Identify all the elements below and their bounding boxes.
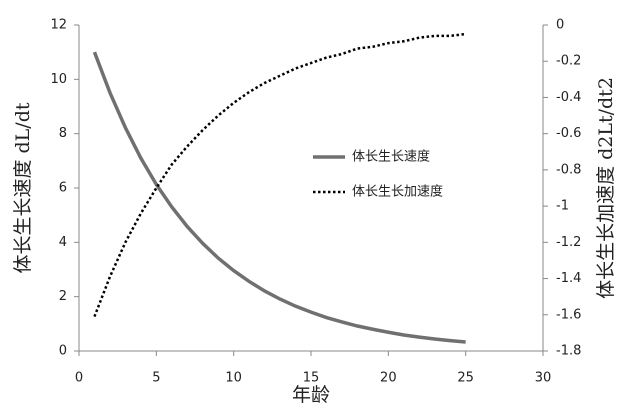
y2-tick-label: -0.4 [556, 90, 581, 105]
legend-label: 体长生长速度 [352, 149, 430, 165]
y-tick-label: 6 [59, 181, 67, 196]
y-tick-label: 8 [59, 126, 67, 141]
y2-tick-label: -1.6 [556, 307, 581, 322]
y2-tick-label: 0 [556, 18, 564, 33]
series-line [93, 32, 466, 318]
x-tick-label: 20 [380, 371, 397, 386]
x-tick-label: 25 [457, 371, 474, 386]
y-tick-label: 4 [59, 235, 67, 250]
series-line [92, 51, 466, 344]
y2-tick-label: -0.8 [556, 162, 581, 177]
y2-axis-title: 体长生长加速度 d2Lt/dt2 [595, 77, 617, 299]
x-tick-label: 15 [303, 371, 320, 386]
x-tick-label: 30 [535, 371, 552, 386]
y2-tick-label: -1.2 [556, 235, 581, 250]
x-tick-label: 10 [225, 371, 242, 386]
y-tick-label: 2 [59, 289, 67, 304]
y2-tick-label: -1 [556, 199, 569, 214]
y2-tick-label: -0.6 [556, 126, 581, 141]
y2-tick-label: -0.2 [556, 54, 581, 69]
legend-label: 体长生长加速度 [352, 184, 443, 200]
y-axis-title: 体长生长速度 dL/dt [12, 102, 34, 273]
y2-tick-label: -1.4 [556, 271, 581, 286]
y-tick-label: 12 [50, 18, 67, 33]
y-tick-label: 10 [50, 72, 67, 87]
x-tick-label: 0 [75, 371, 83, 386]
x-axis-title: 年龄 [292, 384, 330, 406]
x-tick-label: 5 [152, 371, 160, 386]
y-tick-label: 0 [59, 344, 67, 359]
y2-tick-label: -1.8 [556, 344, 581, 359]
